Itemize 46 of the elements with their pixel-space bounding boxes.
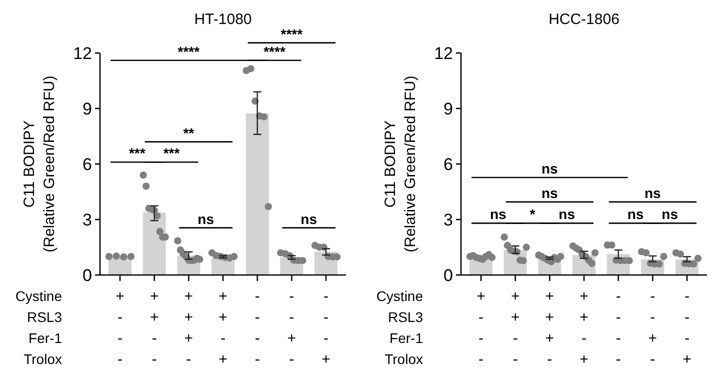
y-tick-label: 12	[434, 44, 453, 63]
x-tick-label: - - + -	[648, 288, 658, 368]
x-tick-label: - - - -	[616, 288, 621, 368]
annotation: ns	[541, 160, 558, 177]
x-axis-title: Cystine RSL3 Fer-1 Trolox	[15, 288, 62, 367]
annotation: ns	[627, 206, 644, 222]
annotation: ns	[300, 210, 318, 227]
y-tick-label: 3	[444, 210, 453, 230]
y-tick-label: 9	[82, 100, 92, 118]
y-axis-title: C11 BODIPY (Relative Green/Red RFU)	[382, 76, 419, 252]
x-tick-label: + + - +	[218, 288, 228, 368]
x-tick-label: + + - -	[510, 288, 520, 368]
x-tick-label: + + + -	[184, 288, 194, 368]
chart-title: HT-1080	[194, 11, 252, 28]
annotation: ns	[662, 206, 678, 222]
y-tick-label: 12	[73, 44, 92, 63]
annotation: ns	[541, 184, 558, 201]
annotation: *	[530, 206, 536, 222]
text: ****	[280, 26, 304, 42]
y-tick-label: 6	[82, 155, 92, 174]
annotation: ns	[198, 210, 214, 227]
y-tick-label: 3	[82, 210, 92, 230]
y-tick-label: 6	[444, 155, 453, 174]
annotation: **	[183, 124, 195, 141]
annotation: ****	[264, 43, 286, 60]
annotation: ns	[644, 184, 662, 201]
annotation: ***	[163, 145, 180, 162]
x-tick-label: + + - -	[150, 288, 159, 368]
x-tick-label: - - - -	[254, 288, 260, 368]
x-tick-label: - - - +	[322, 288, 331, 368]
annotation: ns	[558, 206, 576, 222]
annotation: ****	[178, 43, 200, 60]
chart-title: HCC-1806	[548, 11, 620, 28]
x-tick-label: + - - -	[116, 288, 125, 368]
x-tick-label: - - + -	[287, 288, 296, 368]
x-tick-label: + - - -	[476, 288, 486, 368]
x-tick-label: - - - +	[682, 288, 692, 368]
x-tick-label: + + + -	[545, 288, 554, 368]
annotation: ***	[128, 145, 146, 162]
x-axis-title: Cystine RSL3 Fer-1 Trolox	[376, 288, 424, 367]
x-tick-label: + + - +	[580, 288, 589, 368]
annotation: ns	[490, 206, 507, 222]
y-axis-title: C11 BODIPY (Relative Green/Red RFU)	[21, 76, 58, 252]
y-tick-label: 0	[82, 266, 92, 285]
y-tick-label: 9	[444, 100, 453, 118]
y-tick-label: 0	[444, 266, 453, 285]
